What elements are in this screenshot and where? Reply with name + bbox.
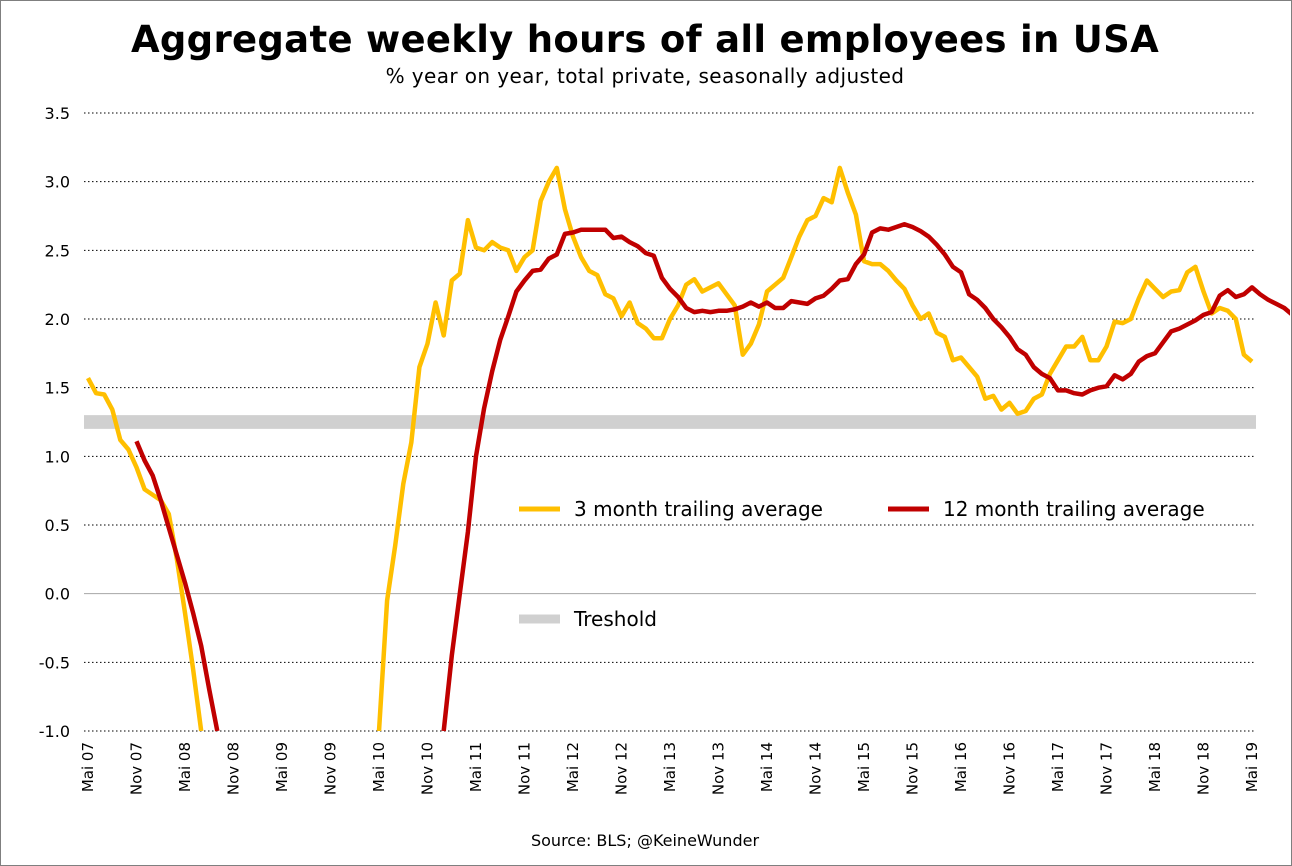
x-tick-label: Mai 12 [564,742,582,792]
y-tick-label: -0.5 [39,653,70,672]
chart-subtitle: % year on year, total private, seasonall… [385,64,905,88]
y-tick-label: 0.0 [45,585,70,604]
legend-label-3-month: 3 month trailing average [574,497,823,521]
chart-source: Source: BLS; @KeineWunder [530,831,760,850]
y-tick-label: 2.5 [45,241,70,260]
x-tick-label: Nov 13 [710,742,728,795]
legend-label-12-month: 12 month trailing average [943,497,1205,521]
series-line-3-month [86,165,1254,732]
series-line-12-month [134,221,1290,732]
x-tick-label: Mai 16 [952,742,970,792]
x-tick-label: Mai 14 [758,742,776,792]
y-tick-label: 0.5 [45,516,70,535]
x-tick-label: Nov 14 [807,742,825,795]
threshold-band [84,415,1256,429]
x-tick-label: Nov 16 [1001,742,1019,795]
x-tick-label: Mai 08 [176,742,194,792]
chart-title: Aggregate weekly hours of all employees … [130,18,1160,61]
legend: 3 month trailing average 12 month trailin… [519,497,1205,631]
x-tick-label: Nov 09 [322,742,340,795]
x-tick-label: Mai 10 [370,742,388,792]
x-tick-label: Nov 17 [1098,742,1116,795]
threshold-band-layer [84,415,1256,429]
y-axis: 3.5 3.0 2.5 2.0 1.5 1.0 0.5 0.0 -0.5 -1.0 [39,104,70,741]
legend-label-threshold: Treshold [573,607,657,631]
x-tick-label: Nov 07 [128,742,146,795]
x-tick-label: Mai 13 [661,742,679,792]
x-tick-label: Nov 12 [613,742,631,795]
y-tick-label: 3.0 [45,173,70,192]
x-tick-label: Nov 08 [225,742,243,795]
x-tick-label: Mai 09 [273,742,291,792]
x-axis: Mai 07 Nov 07 Mai 08 Nov 08 Mai 09 Nov 09 Mai … [79,742,1261,795]
x-tick-label: Mai 19 [1243,742,1261,792]
y-tick-label: 1.0 [45,447,70,466]
x-tick-label: Nov 10 [419,742,437,795]
x-tick-label: Mai 15 [855,742,873,792]
x-tick-label: Mai 11 [467,742,485,792]
y-tick-label: 2.0 [45,310,70,329]
x-tick-label: Nov 15 [904,742,922,795]
x-tick-label: Nov 11 [516,742,534,795]
series-layer [86,165,1290,732]
x-tick-label: Nov 18 [1195,742,1213,795]
y-tick-label: 1.5 [45,379,70,398]
y-tick-label: -1.0 [39,722,70,741]
y-tick-label: 3.5 [45,104,70,123]
x-tick-label: Mai 18 [1146,742,1164,792]
gridlines [84,112,1256,732]
x-tick-label: Mai 07 [79,742,97,792]
x-tick-label: Mai 17 [1049,742,1067,792]
